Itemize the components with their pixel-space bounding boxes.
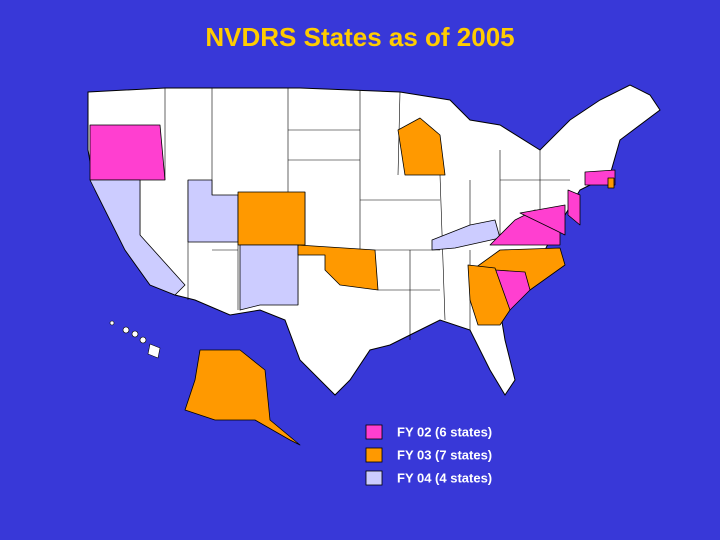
- map: [87, 84, 661, 446]
- maryland: [519, 204, 566, 236]
- legend-swatch: [365, 424, 383, 440]
- colorado: [237, 191, 306, 246]
- oregon: [89, 124, 166, 181]
- rhode-island: [607, 177, 615, 189]
- new-jersey: [567, 189, 581, 226]
- alaska: [184, 349, 301, 446]
- california: [89, 179, 186, 296]
- legend-label: FY 03 (7 states): [397, 447, 492, 462]
- wisconsin: [397, 117, 446, 176]
- hawaii: [109, 320, 161, 359]
- legend: FY 02 (6 states) FY 03 (7 states) FY 04 (4…: [365, 424, 492, 486]
- legend-label: FY 02 (6 states): [397, 424, 492, 439]
- oklahoma: [297, 244, 379, 291]
- new-mexico: [239, 244, 299, 311]
- legend-label: FY 04 (4 states): [397, 470, 492, 485]
- georgia: [467, 264, 511, 326]
- massachusetts: [584, 169, 616, 186]
- title: NVDRS States as of 2005: [205, 22, 514, 52]
- legend-swatch: [365, 470, 383, 486]
- legend-swatch: [365, 447, 383, 463]
